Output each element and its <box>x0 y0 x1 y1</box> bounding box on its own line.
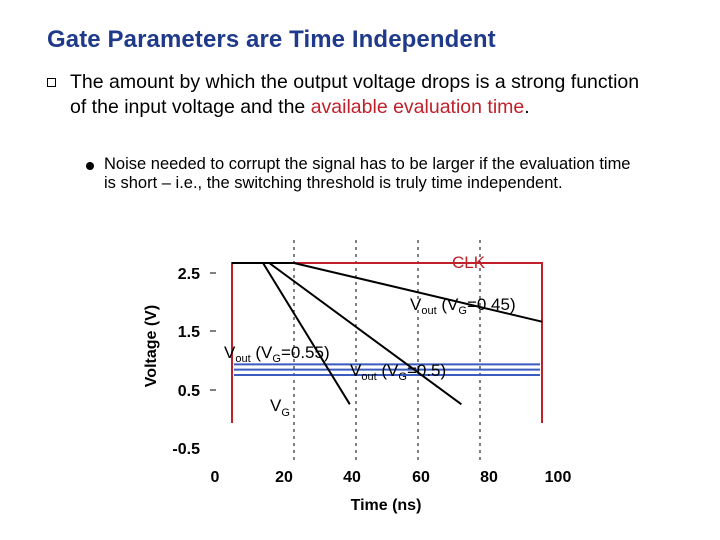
bullet-2-text: Noise needed to corrupt the signal has t… <box>104 155 631 192</box>
label-part: (V <box>251 343 273 362</box>
label-part: G <box>281 407 290 419</box>
label-part: V <box>410 295 422 314</box>
bullet-1-pre: The amount by which the output voltage d… <box>70 71 640 118</box>
clk-label: CLK <box>452 253 486 272</box>
bullet-1-text: The amount by which the output voltage d… <box>70 70 660 120</box>
slide-title: Gate Parameters are Time Independent <box>47 26 496 53</box>
label-part: V <box>350 361 362 380</box>
label-part: (V <box>377 361 399 380</box>
x-tick-label: 20 <box>275 469 293 486</box>
x-tick-label: 80 <box>480 469 498 486</box>
y-tick-label: 0.5 <box>178 383 200 400</box>
label-part: V <box>270 396 282 415</box>
label-part: (V <box>437 295 459 314</box>
y-tick-label: -0.5 <box>172 441 200 458</box>
vg-series <box>234 363 540 376</box>
label-part: G <box>272 353 281 365</box>
round-bullet-icon <box>86 162 94 170</box>
label-part: V <box>224 343 236 362</box>
label-part: =0.55) <box>281 343 330 362</box>
x-axis-label: Time (ns) <box>351 497 422 514</box>
bullet-1-highlight: available evaluation time <box>310 96 525 118</box>
label-part: out <box>361 371 376 383</box>
y-tick-label: 1.5 <box>178 324 200 341</box>
vg-label: VG <box>270 396 290 419</box>
vout-055-label: Vout (VG=0.55) <box>224 343 330 365</box>
label-part: out <box>235 353 250 365</box>
label-part: =0.5) <box>407 361 446 380</box>
bullet-1-post: . <box>524 96 530 118</box>
label-part: G <box>458 305 467 317</box>
x-tick-label: 40 <box>343 469 361 486</box>
vout-05-series-line <box>232 262 462 406</box>
x-tick-label: 0 <box>211 469 220 486</box>
vout-05-label: Vout (VG=0.5) <box>350 361 446 383</box>
vout-055-series-line <box>232 262 351 405</box>
clk-series-line <box>231 262 543 423</box>
label-part: =0.45) <box>467 295 516 314</box>
square-bullet-icon <box>47 78 56 87</box>
vout-045-label: Vout (VG=0.45) <box>410 295 516 317</box>
label-part: G <box>398 371 407 383</box>
x-tick-label: 100 <box>545 469 572 486</box>
x-tick-label: 60 <box>412 469 430 486</box>
y-tick-label: 2.5 <box>178 266 200 283</box>
y-axis-label: Voltage (V) <box>143 305 160 387</box>
label-part: out <box>421 305 436 317</box>
